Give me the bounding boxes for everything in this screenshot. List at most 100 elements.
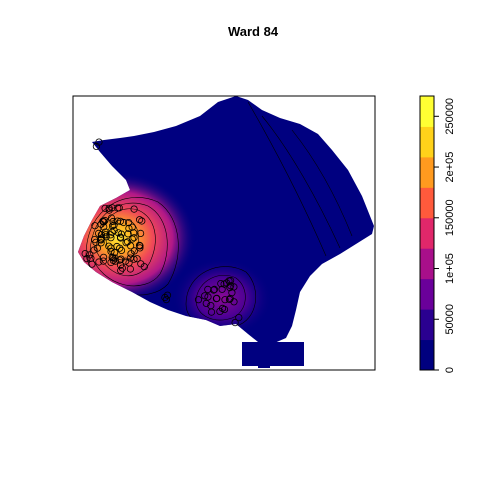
colorbar-tick-label: 1e+05 — [444, 253, 456, 284]
data-point — [95, 138, 103, 146]
ward-region-tail — [242, 342, 304, 366]
data-point — [135, 241, 144, 249]
data-point — [117, 246, 126, 254]
data-point — [223, 279, 231, 287]
data-point — [119, 218, 128, 227]
data-point — [201, 292, 209, 300]
data-point — [101, 204, 109, 212]
data-point — [81, 250, 89, 258]
data-point — [230, 298, 238, 306]
colorbar-frame — [419, 95, 435, 371]
data-point — [98, 234, 106, 242]
data-point — [111, 249, 119, 257]
colorbar: 0 50000 1e+05 150000 2e+05 250000 — [419, 95, 456, 373]
data-point — [116, 233, 125, 241]
data-point — [109, 217, 117, 226]
data-point — [225, 295, 234, 304]
data-point — [122, 239, 130, 247]
data-point — [97, 231, 106, 239]
data-point — [87, 254, 95, 262]
data-point — [95, 258, 103, 266]
data-point — [97, 239, 105, 247]
colorbar-tick-label: 2e+05 — [444, 152, 456, 183]
colorbar-swatch — [420, 248, 434, 280]
data-point — [207, 301, 215, 310]
data-point — [230, 283, 238, 291]
data-point — [90, 246, 98, 254]
data-points — [81, 138, 243, 327]
data-point — [235, 313, 243, 322]
data-point — [110, 226, 118, 234]
data-point — [202, 299, 210, 307]
data-point — [161, 293, 169, 302]
colorbar-gradient — [420, 96, 434, 371]
data-point — [86, 251, 94, 259]
data-point — [108, 204, 116, 212]
data-point — [210, 286, 218, 294]
data-point — [125, 224, 133, 232]
colorbar-swatch — [420, 339, 434, 371]
contour-lines — [85, 101, 353, 329]
colorbar-swatch — [420, 217, 434, 249]
data-point — [138, 217, 146, 225]
data-point — [194, 296, 203, 304]
data-point — [128, 235, 136, 243]
colorbar-tick-label: 0 — [444, 367, 456, 373]
data-point — [107, 214, 116, 222]
ward-region-tail — [258, 360, 270, 368]
data-point — [110, 221, 118, 229]
data-point — [107, 258, 115, 267]
colorbar-swatch — [420, 156, 434, 188]
data-point — [133, 255, 141, 263]
data-point — [99, 217, 107, 225]
data-point — [117, 266, 125, 275]
colorbar-tick-label: 150000 — [444, 199, 456, 236]
data-point — [116, 217, 125, 225]
data-point — [116, 244, 124, 252]
colorbar-swatch — [420, 187, 434, 219]
colorbar-axis: 0 50000 1e+05 150000 2e+05 250000 — [434, 98, 456, 373]
data-point — [109, 256, 117, 264]
data-point — [125, 219, 133, 227]
data-point — [107, 247, 115, 255]
data-point — [130, 255, 138, 263]
data-point — [122, 257, 130, 265]
data-point — [226, 283, 234, 292]
colorbar-swatch — [420, 278, 434, 310]
data-point — [204, 285, 212, 293]
data-point — [212, 294, 220, 303]
data-point — [124, 230, 132, 238]
data-point — [92, 142, 101, 150]
data-point — [204, 293, 212, 301]
data-point — [117, 261, 125, 269]
data-point — [221, 296, 229, 304]
data-point — [217, 279, 225, 288]
data-point — [125, 259, 133, 267]
colorbar-tick-label: 50000 — [444, 304, 456, 335]
data-point — [130, 205, 138, 213]
data-point — [162, 295, 170, 304]
data-point — [140, 263, 148, 271]
data-point — [218, 285, 226, 293]
data-point — [114, 229, 123, 237]
data-point — [91, 222, 99, 230]
data-point — [136, 242, 144, 250]
data-point — [225, 277, 233, 285]
data-point — [137, 229, 145, 237]
data-point — [91, 236, 99, 244]
colorbar-swatch — [420, 126, 434, 158]
data-point — [114, 204, 122, 212]
data-point — [163, 291, 172, 299]
colorbar-tick-label: 250000 — [444, 98, 456, 135]
data-point — [128, 223, 136, 231]
data-point — [220, 305, 229, 313]
map-area — [78, 96, 374, 368]
data-point — [231, 318, 239, 327]
data-point — [130, 234, 138, 242]
chart-title: Ward 84 — [228, 24, 279, 39]
colorbar-swatch — [420, 309, 434, 341]
plot-frame — [72, 95, 376, 371]
data-point — [107, 234, 115, 242]
data-point — [136, 244, 144, 252]
